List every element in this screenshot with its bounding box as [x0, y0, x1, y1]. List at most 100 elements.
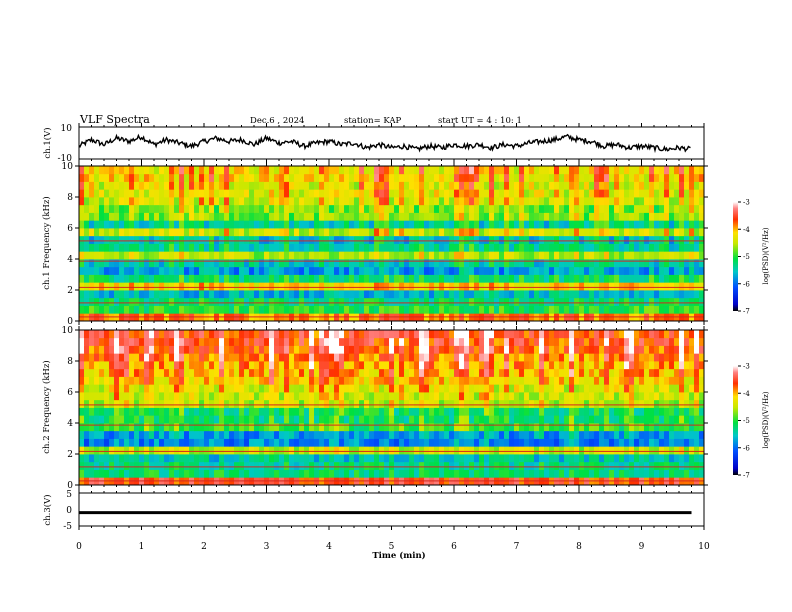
spectrogram-cell [214, 415, 220, 424]
spectrogram-cell [659, 423, 665, 432]
spectrogram-cell [519, 290, 525, 299]
spectrogram-cell [309, 461, 315, 470]
spectrogram-cell [274, 166, 280, 175]
spectrogram-cell [654, 469, 660, 478]
spectrogram-cell [289, 337, 295, 346]
spectrogram-cell [429, 297, 435, 306]
spectrogram-cell [234, 197, 240, 206]
spectrogram-cell [244, 282, 250, 291]
spectrogram-cell [664, 228, 670, 237]
spectrogram-cell [394, 438, 400, 447]
spectrogram-cell [364, 345, 370, 354]
spectrogram-cell [309, 189, 315, 198]
spectrogram-cell [99, 368, 105, 377]
spectrogram-cell [204, 399, 210, 408]
spectrogram-cell [369, 376, 375, 385]
spectrogram-cell [209, 282, 215, 291]
spectrogram-cell [489, 399, 495, 408]
spectrogram-cell [414, 266, 420, 275]
spectrogram-cell [694, 266, 700, 275]
spectrogram-cell [429, 384, 435, 393]
spectrogram-cell [99, 384, 105, 393]
spectrogram-cell [99, 290, 105, 299]
spectrogram-cell [594, 461, 600, 470]
spectrogram-cell [309, 259, 315, 268]
spectrogram-cell [514, 353, 520, 362]
spectrogram-cell [159, 384, 165, 393]
spectrogram-cell [674, 305, 680, 314]
spectrogram-cell [594, 189, 600, 198]
spectrogram-cell [374, 166, 380, 175]
spectrogram-cell [214, 251, 220, 260]
spectrogram-cell [149, 345, 155, 354]
spectrogram-cell [294, 297, 300, 306]
spectrogram-cell [249, 189, 255, 198]
spectrogram-cell [619, 282, 625, 291]
spectrogram-cell [459, 189, 465, 198]
spectrogram-cell [609, 197, 615, 206]
spectrogram-cell [99, 197, 105, 206]
spectrogram-cell [569, 399, 575, 408]
spectrogram-cell [269, 251, 275, 260]
spectrogram-cell [479, 181, 485, 190]
spectrogram-cell [579, 454, 585, 463]
spectrogram-cell [614, 166, 620, 175]
spectrogram-cell [614, 384, 620, 393]
spectrogram-cell [594, 173, 600, 182]
spectrogram-cell [149, 228, 155, 237]
spectrogram-cell [544, 290, 550, 299]
spectrogram-cell [509, 181, 515, 190]
spectrogram-cell [504, 212, 510, 221]
spectrogram-cell [129, 384, 135, 393]
spectrogram-cell [449, 305, 455, 314]
spectrogram-cell [329, 181, 335, 190]
spectrogram-cell [614, 181, 620, 190]
spectrogram-cell [519, 212, 525, 221]
spectrogram-cell [419, 330, 425, 339]
spectrogram-cell [614, 423, 620, 432]
spectrogram-cell [394, 173, 400, 182]
spectrogram-cell [224, 235, 230, 244]
spectrogram-cell [359, 399, 365, 408]
spectrogram-cell [584, 259, 590, 268]
spectrogram-cell [184, 469, 190, 478]
spectrogram-cell [624, 392, 630, 401]
spectrogram-cell [579, 274, 585, 283]
spectrogram-cell [529, 446, 535, 455]
spectrogram-cell [449, 353, 455, 362]
spectrogram-cell [434, 274, 440, 283]
spectrogram-cell [139, 384, 145, 393]
spectrogram-cell [264, 384, 270, 393]
spectrogram-cell [554, 235, 560, 244]
spectrogram-cell [304, 407, 310, 416]
spectrogram-cell [359, 337, 365, 346]
spectrogram-cell [204, 173, 210, 182]
spectrogram-cell [394, 282, 400, 291]
spectrogram-cell [579, 212, 585, 221]
spectrogram-cell [339, 235, 345, 244]
spectrogram-cell [344, 259, 350, 268]
spectrogram-cell [239, 290, 245, 299]
spectrogram-cell [554, 189, 560, 198]
freq-tick-label: 4 [67, 255, 73, 265]
spectrogram-cell [324, 430, 330, 439]
spectrogram-cell [529, 166, 535, 175]
spectrogram-cell [364, 266, 370, 275]
spectrogram-cell [449, 228, 455, 237]
spectrogram-cell [129, 220, 135, 229]
spectrogram-cell [649, 220, 655, 229]
spectrogram-cell [499, 345, 505, 354]
spectrogram-cell [334, 305, 340, 314]
spectrogram-cell [109, 204, 115, 213]
spectrogram-cell [239, 430, 245, 439]
spectrogram-cell [244, 461, 250, 470]
spectrogram-cell [169, 228, 175, 237]
spectrogram-cell [504, 353, 510, 362]
spectrogram-cell [499, 290, 505, 299]
spectrogram-cell [479, 290, 485, 299]
spectrogram-cell [444, 337, 450, 346]
spectrogram-cell [79, 353, 85, 362]
spectrogram-cell [554, 446, 560, 455]
spectrogram-cell [694, 345, 700, 354]
spectrogram-cell [659, 430, 665, 439]
